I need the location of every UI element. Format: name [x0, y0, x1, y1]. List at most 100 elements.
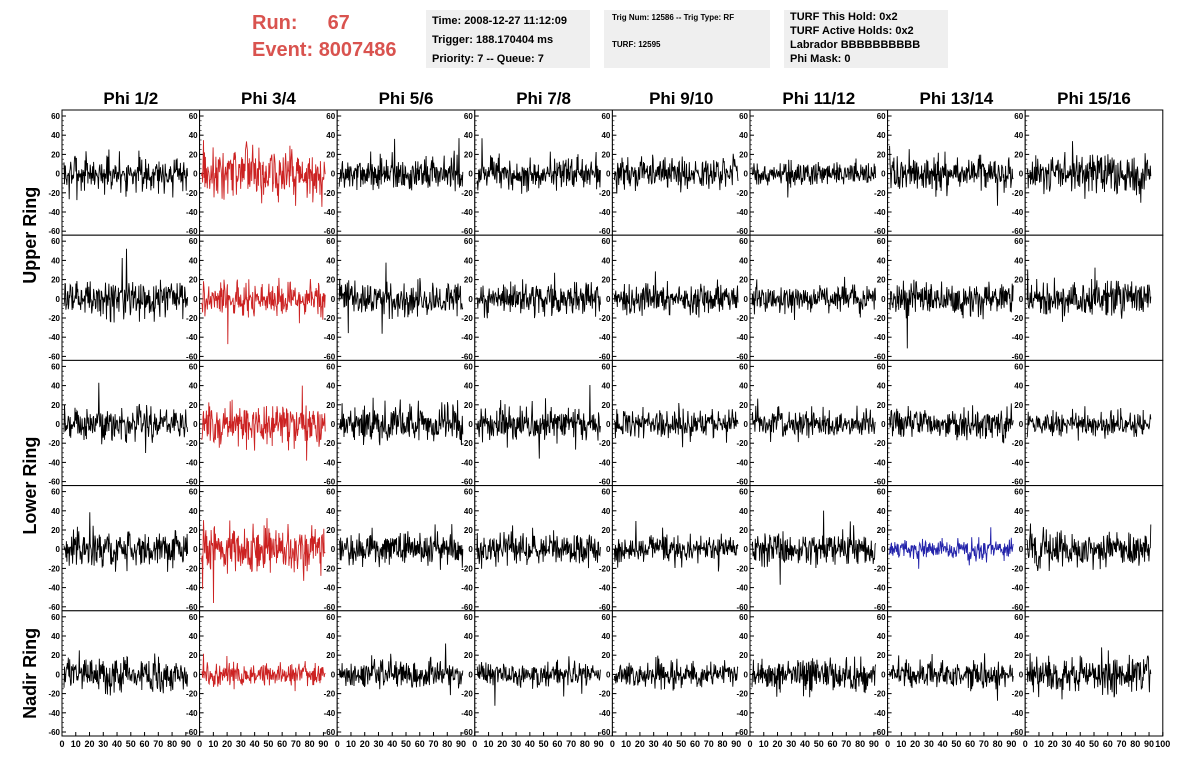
panel-frame [336, 359, 476, 487]
y-tick-label: 0 [744, 170, 749, 179]
waveform-trace [201, 385, 326, 461]
y-tick-label: -60 [599, 603, 611, 612]
x-tick-label: 10 [484, 739, 494, 749]
y-tick-label: -20 [324, 314, 336, 323]
y-tick-label: -20 [1012, 690, 1024, 699]
y-tick-label: -20 [324, 189, 336, 198]
x-tick-label: 20 [910, 739, 920, 749]
y-tick-label: 40 [739, 131, 748, 140]
x-tick-label: 40 [112, 739, 122, 749]
y-tick-label: 40 [601, 632, 610, 641]
y-tick-label: 20 [1014, 276, 1023, 285]
y-tick-label: -60 [48, 227, 60, 236]
y-tick-label: -40 [736, 584, 748, 593]
y-tick-label: 60 [464, 237, 473, 246]
y-tick-label: -60 [874, 227, 886, 236]
y-tick-label: 20 [51, 401, 60, 410]
y-tick-label: -40 [599, 709, 611, 718]
waveform-trace [476, 656, 601, 706]
y-tick-label: -40 [1012, 208, 1024, 217]
y-tick-label: -40 [736, 333, 748, 342]
waveform-panel: -60 -40 -20 0 20 40 60 [461, 109, 613, 236]
waveform-panel: -60 -40 -20 0 20 40 60 [186, 485, 338, 612]
y-tick-label: 20 [464, 526, 473, 535]
waveform-trace [201, 277, 326, 345]
x-tick-label: 80 [305, 739, 315, 749]
waveform-panel: -60 -40 -20 0 20 40 60 [186, 359, 338, 487]
x-tick-label: 10 [1034, 739, 1044, 749]
y-tick-label: 20 [464, 651, 473, 660]
y-tick-label: 60 [189, 362, 198, 371]
x-tick-label: 50 [126, 739, 136, 749]
y-tick-label: -60 [186, 728, 198, 737]
x-tick-label: 50 [676, 739, 686, 749]
waveform-panel: -60 -40 -20 0 20 40 60 [324, 359, 476, 487]
y-tick-label: 40 [326, 382, 335, 391]
x-tick-label: 30 [924, 739, 934, 749]
x-tick-label: 100 [1155, 739, 1170, 749]
y-tick-label: -60 [324, 728, 336, 737]
y-tick-label: 60 [189, 488, 198, 497]
y-tick-label: 40 [1014, 131, 1023, 140]
waveform-panel: -60 -40 -20 0 20 40 60 [599, 109, 751, 236]
y-tick-label: 0 [1019, 420, 1024, 429]
waveform-trace [1026, 647, 1152, 700]
time-text: Time: 2008-12-27 11:12:09 [432, 15, 567, 27]
waveform-panel: -60 -40 -20 0 20 40 60 [736, 485, 889, 612]
y-tick-label: 40 [877, 507, 886, 516]
y-tick-label: -60 [599, 728, 611, 737]
y-tick-label: 20 [1014, 526, 1023, 535]
y-tick-label: 60 [51, 362, 60, 371]
y-tick-label: 20 [51, 526, 60, 535]
y-tick-label: 60 [877, 488, 886, 497]
x-tick-label: 30 [511, 739, 521, 749]
y-tick-label: 40 [739, 632, 748, 641]
y-tick-label: 0 [331, 545, 336, 554]
event-header: Run: 67 Event: 8007486 Time: 2008-12-27 … [0, 0, 1196, 90]
ring-label: Lower Ring [20, 437, 40, 535]
x-tick-label: 60 [277, 739, 287, 749]
y-tick-label: -20 [186, 564, 198, 573]
y-tick-label: -20 [736, 314, 748, 323]
y-tick-label: 40 [51, 507, 60, 516]
y-tick-label: -40 [736, 208, 748, 217]
y-tick-label: -40 [48, 333, 60, 342]
y-tick-label: 0 [606, 545, 611, 554]
y-tick-label: -60 [599, 352, 611, 361]
y-tick-label: 20 [601, 150, 610, 159]
y-tick-label: -60 [736, 227, 748, 236]
y-tick-label: -60 [736, 728, 748, 737]
waveform-trace [1026, 141, 1152, 203]
trig-info-box: Trig Num: 12586 -- Trig Type: RF TURF: 1… [604, 10, 770, 68]
x-tick-label: 40 [938, 739, 948, 749]
x-tick-label: 80 [442, 739, 452, 749]
y-tick-label: 40 [1014, 256, 1023, 265]
y-tick-label: -20 [599, 439, 611, 448]
y-tick-label: 0 [468, 545, 473, 554]
x-tick-label: 80 [580, 739, 590, 749]
x-tick-label: 20 [773, 739, 783, 749]
y-tick-label: 60 [739, 112, 748, 121]
y-tick-label: -20 [461, 564, 473, 573]
y-tick-label: -60 [48, 728, 60, 737]
waveform-panel: -60 -40 -20 0 20 40 60 [1012, 610, 1164, 737]
y-tick-label: -40 [186, 333, 198, 342]
y-tick-label: -20 [48, 564, 60, 573]
y-tick-label: 40 [464, 256, 473, 265]
y-tick-label: 20 [189, 651, 198, 660]
trigger-text: Trigger: 188.170404 ms [432, 34, 554, 46]
column-header: Phi 9/10 [649, 89, 713, 108]
y-tick-label: -20 [736, 690, 748, 699]
x-tick-label: 70 [291, 739, 301, 749]
y-tick-label: 0 [193, 670, 198, 679]
y-tick-label: 20 [464, 276, 473, 285]
x-tick-label: 40 [525, 739, 535, 749]
waveform-trace [613, 402, 739, 448]
x-tick-label: 80 [855, 739, 865, 749]
y-tick-label: 40 [601, 507, 610, 516]
y-tick-label: 40 [51, 632, 60, 641]
y-tick-label: -20 [599, 564, 611, 573]
trig-num-text: Trig Num: 12586 -- Trig Type: RF [612, 13, 735, 22]
waveform-panel: -60 -40 -20 0 20 40 60 [461, 359, 613, 487]
waveform-trace [889, 145, 1014, 206]
